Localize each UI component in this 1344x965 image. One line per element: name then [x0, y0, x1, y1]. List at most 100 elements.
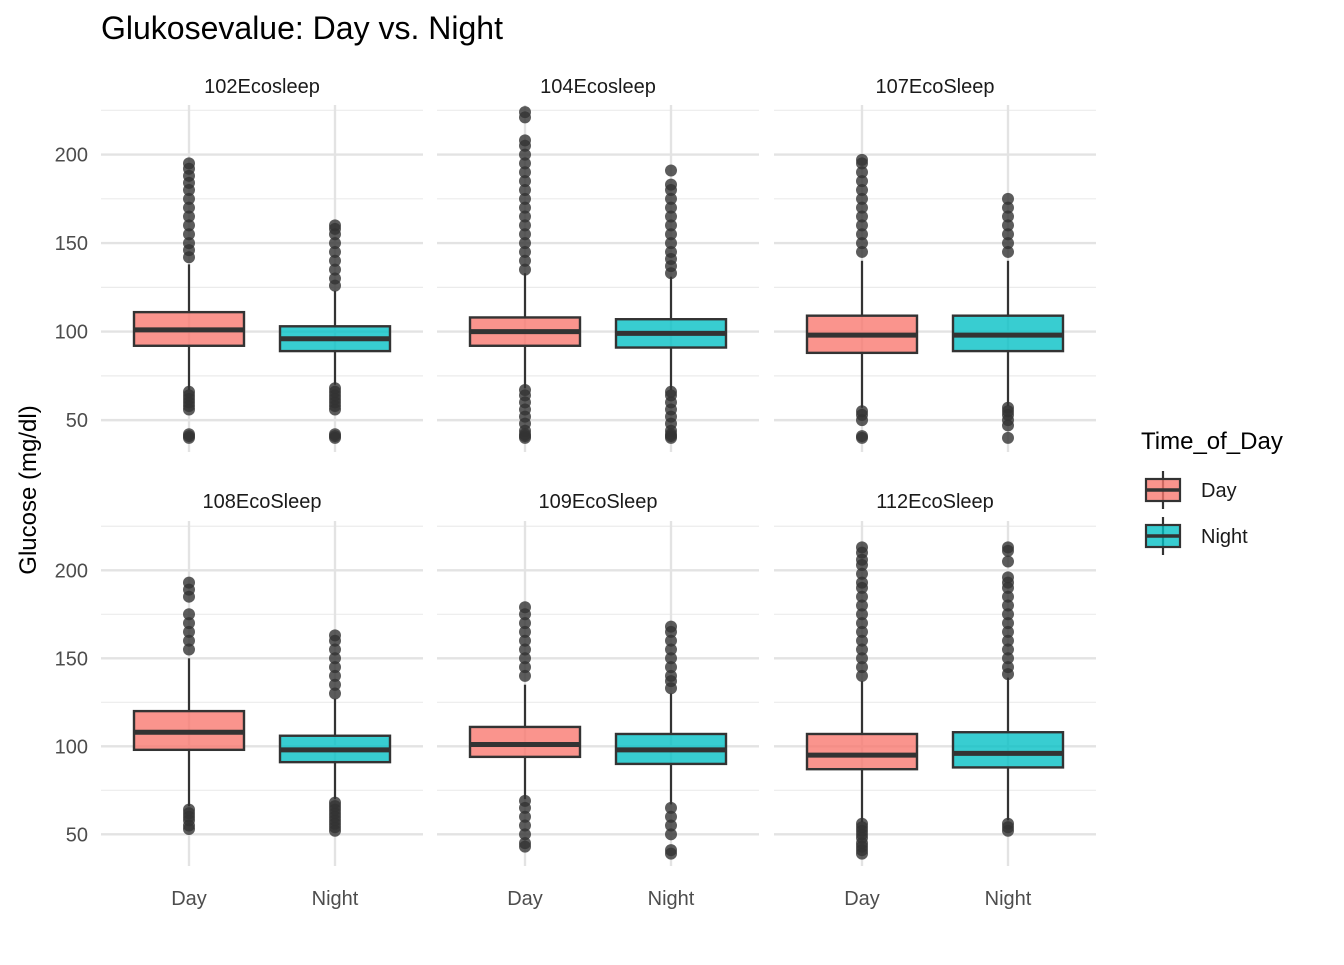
box-night — [614, 620, 728, 860]
legend-label: Day — [1201, 480, 1237, 502]
outlier-point — [856, 817, 868, 830]
outlier-point — [856, 608, 868, 621]
outlier-point — [665, 810, 677, 823]
legend-title: Time_of_Day — [1141, 428, 1283, 455]
outlier-point — [519, 661, 531, 674]
outlier-point — [329, 254, 341, 267]
outlier-point — [665, 201, 677, 214]
outlier-point — [1002, 652, 1014, 665]
outlier-point — [183, 228, 195, 241]
panel-strip-title: 102Ecosleep — [204, 76, 320, 98]
outlier-point — [519, 210, 531, 223]
x-tick-label: Night — [648, 888, 695, 910]
outlier-point — [856, 634, 868, 647]
outlier-point — [1002, 210, 1014, 223]
outlier-point — [856, 405, 868, 418]
x-tick-label: Day — [507, 888, 543, 910]
outlier-point — [856, 567, 868, 580]
outlier-point — [519, 601, 531, 614]
outlier-point — [1002, 245, 1014, 258]
box-day — [132, 576, 246, 836]
box-night — [278, 219, 392, 444]
outlier-point — [1002, 541, 1014, 554]
panel: 107EcoSleep — [774, 76, 1096, 452]
panel: 102Ecosleep 50 100 150 200 — [55, 76, 423, 452]
y-tick-label: 100 — [55, 736, 88, 758]
outlier-point — [519, 617, 531, 630]
panel-strip-title: 107EcoSleep — [876, 76, 995, 98]
outlier-point — [856, 228, 868, 241]
outlier-point — [856, 153, 868, 166]
outlier-point — [1002, 661, 1014, 674]
panel: 112EcoSleep Day Night — [774, 491, 1096, 910]
y-tick-label: 50 — [66, 410, 88, 432]
outlier-point — [665, 652, 677, 665]
outlier-point — [519, 228, 531, 241]
outlier-point — [856, 237, 868, 250]
outlier-point — [665, 164, 677, 177]
outlier-point — [183, 385, 195, 398]
box-body — [951, 731, 1065, 769]
panel: 108EcoSleep 50 100 150 200 Day Night — [55, 491, 423, 910]
outlier-point — [519, 634, 531, 647]
outlier-point — [183, 643, 195, 656]
outlier-point — [1002, 625, 1014, 638]
outlier-point — [665, 192, 677, 205]
outlier-point — [856, 245, 868, 258]
outlier-point — [1002, 192, 1014, 205]
outlier-point — [1002, 634, 1014, 647]
outlier-point — [519, 794, 531, 807]
outlier-point — [856, 576, 868, 589]
outlier-point — [1002, 228, 1014, 241]
x-tick-label: Night — [985, 888, 1032, 910]
outlier-point — [1002, 608, 1014, 621]
outlier-point — [1002, 201, 1014, 214]
outlier-point — [665, 385, 677, 398]
panel: 104Ecosleep — [437, 76, 759, 452]
outlier-point — [183, 219, 195, 232]
outlier-point — [856, 669, 868, 682]
outlier-point — [665, 178, 677, 191]
outlier-point — [856, 201, 868, 214]
box-day — [805, 541, 919, 860]
outlier-point — [665, 819, 677, 832]
panel-strip-title: 108EcoSleep — [203, 491, 322, 513]
outlier-point — [856, 175, 868, 188]
outlier-point — [1002, 571, 1014, 584]
outlier-point — [519, 837, 531, 850]
legend-item-day: Day — [1144, 471, 1237, 509]
outlier-point — [519, 652, 531, 665]
y-tick-label: 50 — [66, 824, 88, 846]
outlier-point — [1002, 590, 1014, 603]
outlier-point — [665, 620, 677, 633]
outlier-point — [519, 201, 531, 214]
outlier-point — [519, 183, 531, 196]
outlier-point — [665, 643, 677, 656]
outlier-point — [1002, 817, 1014, 830]
outlier-point — [519, 237, 531, 250]
box-day — [468, 601, 582, 853]
outlier-point — [665, 661, 677, 674]
outlier-point — [329, 272, 341, 285]
outlier-point — [183, 428, 195, 441]
outlier-point — [183, 210, 195, 223]
outlier-point — [519, 175, 531, 188]
outlier-point — [519, 263, 531, 276]
outlier-point — [519, 157, 531, 170]
box-night — [614, 164, 728, 444]
outlier-point — [329, 796, 341, 809]
outlier-point — [856, 183, 868, 196]
outlier-point — [665, 245, 677, 258]
outlier-point — [665, 669, 677, 682]
outlier-point — [329, 643, 341, 656]
outlier-point — [1002, 643, 1014, 656]
outlier-point — [1002, 401, 1014, 414]
legend-label: Night — [1201, 526, 1248, 548]
outlier-point — [1002, 617, 1014, 630]
y-axis-label: Glucose (mg/dl) — [15, 405, 42, 574]
outlier-point — [329, 661, 341, 674]
box-body — [468, 725, 582, 759]
outlier-point — [1002, 599, 1014, 612]
outlier-point — [329, 629, 341, 642]
